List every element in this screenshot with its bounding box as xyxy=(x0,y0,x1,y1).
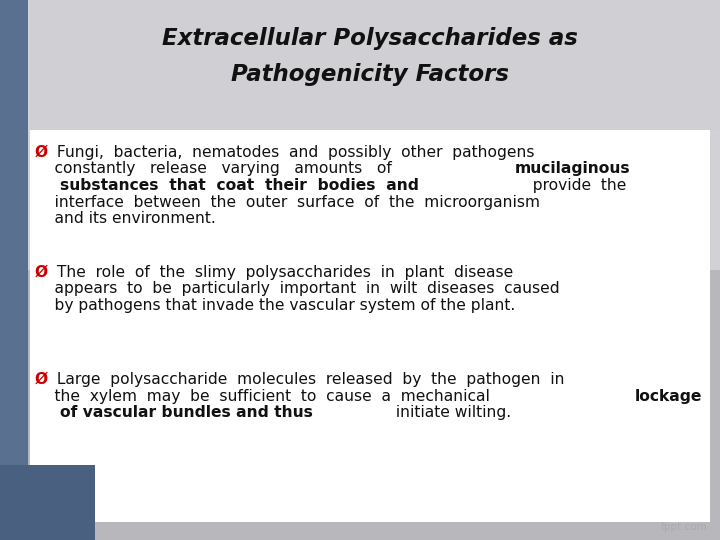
Text: appears  to  be  particularly  important  in  wilt  diseases  caused: appears to be particularly important in … xyxy=(35,281,559,296)
FancyBboxPatch shape xyxy=(0,465,95,540)
Text: initiate wilting.: initiate wilting. xyxy=(387,405,512,420)
Text: Ø: Ø xyxy=(35,265,48,280)
Text: Ø: Ø xyxy=(35,145,48,160)
Text: of vascular bundles and thus: of vascular bundles and thus xyxy=(60,405,313,420)
Text: Fungi,  bacteria,  nematodes  and  possibly  other  pathogens: Fungi, bacteria, nematodes and possibly … xyxy=(52,145,534,160)
Text: constantly   release   varying   amounts   of: constantly release varying amounts of xyxy=(35,161,407,177)
Text: and its environment.: and its environment. xyxy=(35,211,216,226)
Text: provide  the: provide the xyxy=(523,178,626,193)
Text: mucilaginous: mucilaginous xyxy=(514,161,630,177)
FancyBboxPatch shape xyxy=(30,0,720,130)
FancyBboxPatch shape xyxy=(0,0,28,540)
Text: substances  that  coat  their  bodies  and: substances that coat their bodies and xyxy=(60,178,419,193)
Text: interface  between  the  outer  surface  of  the  microorganism: interface between the outer surface of t… xyxy=(35,194,540,210)
FancyBboxPatch shape xyxy=(30,130,710,522)
Text: the  xylem  may  be  sufficient  to  cause  a  mechanical: the xylem may be sufficient to cause a m… xyxy=(35,388,500,403)
Text: Ø: Ø xyxy=(35,372,48,387)
Text: Large  polysaccharide  molecules  released  by  the  pathogen  in: Large polysaccharide molecules released … xyxy=(52,372,564,387)
Text: Pathogenicity Factors: Pathogenicity Factors xyxy=(231,64,509,86)
Text: fppt.com: fppt.com xyxy=(661,522,708,532)
FancyBboxPatch shape xyxy=(0,0,720,270)
FancyBboxPatch shape xyxy=(0,270,720,540)
Text: lockage: lockage xyxy=(634,388,702,403)
Text: The  role  of  the  slimy  polysaccharides  in  plant  disease: The role of the slimy polysaccharides in… xyxy=(52,265,513,280)
Text: by pathogens that invade the vascular system of the plant.: by pathogens that invade the vascular sy… xyxy=(35,298,516,313)
Text: Extracellular Polysaccharides as: Extracellular Polysaccharides as xyxy=(162,26,578,50)
